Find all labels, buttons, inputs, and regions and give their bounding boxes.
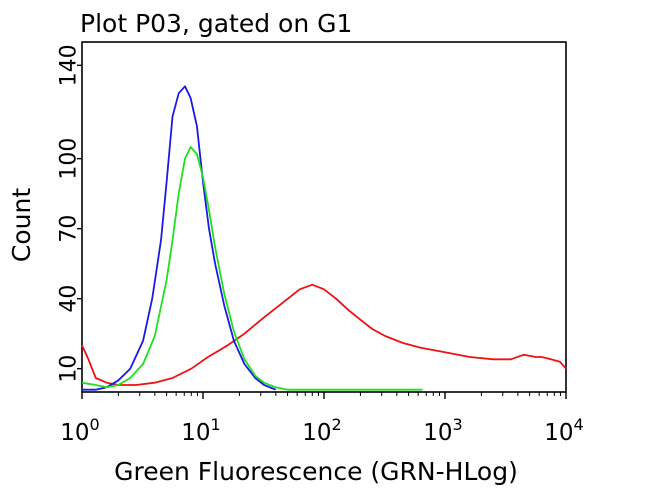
x-axis-ticks: 100 101 102 103 104 <box>60 392 584 446</box>
chart-title: Plot P03, gated on G1 <box>80 9 352 38</box>
y-axis-ticks: 10 40 70 100 140 <box>57 44 82 383</box>
x-axis-label: Green Fluorescence (GRN-HLog) <box>114 457 518 486</box>
y-axis-label: Count <box>7 188 36 262</box>
plot-area-frame <box>81 41 567 393</box>
series-line-1 <box>81 283 567 386</box>
x-tick-label: 104 <box>544 415 583 446</box>
x-tick-label: 100 <box>60 415 99 446</box>
series-line-3 <box>81 146 423 391</box>
y-tick-label: 140 <box>57 44 82 86</box>
y-tick-label: 70 <box>57 215 82 243</box>
x-tick-label: 101 <box>181 415 220 446</box>
series-layer <box>81 85 567 391</box>
x-tick-label: 102 <box>302 415 341 446</box>
series-line-2 <box>82 85 277 391</box>
x-tick-label: 103 <box>423 415 462 446</box>
y-tick-label: 10 <box>57 355 82 383</box>
y-tick-label: 100 <box>57 138 82 180</box>
y-tick-label: 40 <box>57 285 82 313</box>
